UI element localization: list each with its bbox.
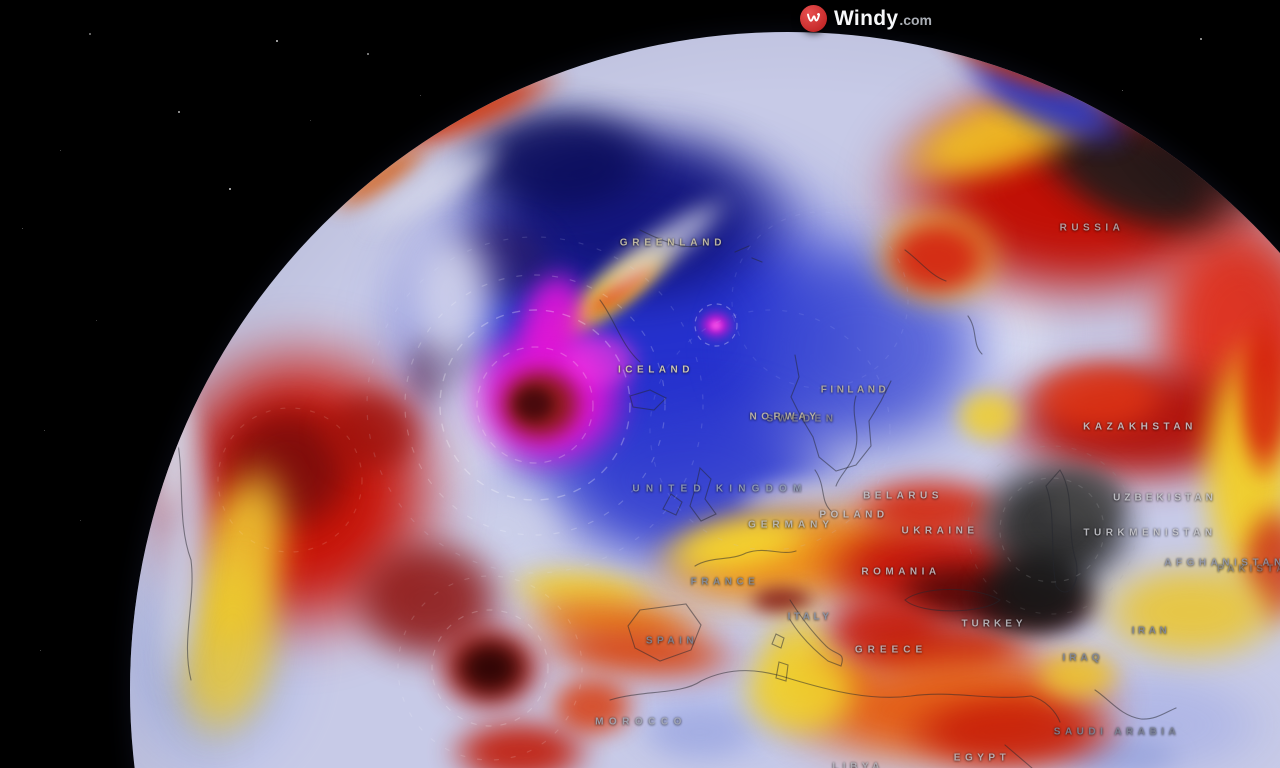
map-label-united-kingdom: UNITED KINGDOM [632, 483, 808, 495]
star [229, 188, 231, 190]
star [178, 111, 180, 113]
map-label-egypt: EGYPT [953, 752, 1011, 764]
map-label-sweden: SWEDEN [766, 413, 838, 425]
map-label-finland: FINLAND [820, 384, 890, 396]
star [420, 95, 421, 96]
star [44, 430, 45, 431]
star [22, 228, 23, 229]
map-label-libya: LIBYA [832, 761, 884, 768]
anomaly-blob [707, 317, 725, 333]
map-label-turkmenistan: TURKMENISTAN [1083, 527, 1217, 539]
map-label-iran: IRAN [1131, 625, 1171, 637]
map-label-germany: GERMANY [747, 519, 835, 531]
anomaly-blob [710, 622, 890, 762]
anomaly-blob [1013, 636, 1143, 712]
map-label-poland: POLAND [819, 509, 889, 521]
map-label-pakistan: PAKISTAN [1217, 563, 1280, 575]
map-label-uzbekistan: UZBEKISTAN [1113, 492, 1217, 504]
brand-name: Windy [834, 6, 899, 30]
map-label-italy: ITALY [787, 611, 833, 623]
map-label-turkey: TURKEY [961, 618, 1027, 630]
star [96, 320, 97, 321]
star [89, 33, 91, 35]
map-label-belarus: BELARUS [863, 490, 943, 502]
map-label-kazakhstan: KAZAKHSTAN [1083, 421, 1197, 433]
map-label-afghanistan: AFGHANISTAN [1164, 557, 1280, 569]
star [40, 650, 41, 651]
map-label-iceland: ICELAND [618, 364, 694, 376]
star [80, 520, 81, 521]
map-label-spain: SPAIN [645, 635, 699, 647]
windy-logo[interactable]: Windy .com [800, 3, 932, 33]
map-label-romania: ROMANIA [861, 566, 941, 578]
anomaly-blob [297, 367, 447, 497]
star [367, 53, 369, 55]
anomaly-blob [858, 200, 1014, 316]
map-label-ukraine: UKRAINE [901, 525, 979, 537]
map-label-norway: NORWAY [749, 411, 821, 423]
anomaly-blob [501, 375, 567, 433]
star [60, 150, 61, 151]
star [276, 40, 278, 42]
windy-logo-icon [800, 4, 827, 32]
map-label-france: FRANCE [690, 576, 760, 588]
map-label-saudi-arabia: SAUDI ARABIA [1053, 726, 1181, 738]
map-label-iraq: IRAQ [1062, 652, 1104, 664]
map-label-greece: GREECE [854, 644, 928, 656]
globe-map-canvas[interactable] [130, 32, 1280, 768]
map-label-russia: RUSSIA [1059, 222, 1125, 234]
star [310, 120, 311, 121]
brand-tld: .com [899, 11, 932, 28]
map-label-morocco: MOROCCO [595, 716, 687, 728]
map-label-greenland: GREENLAND [619, 237, 727, 249]
